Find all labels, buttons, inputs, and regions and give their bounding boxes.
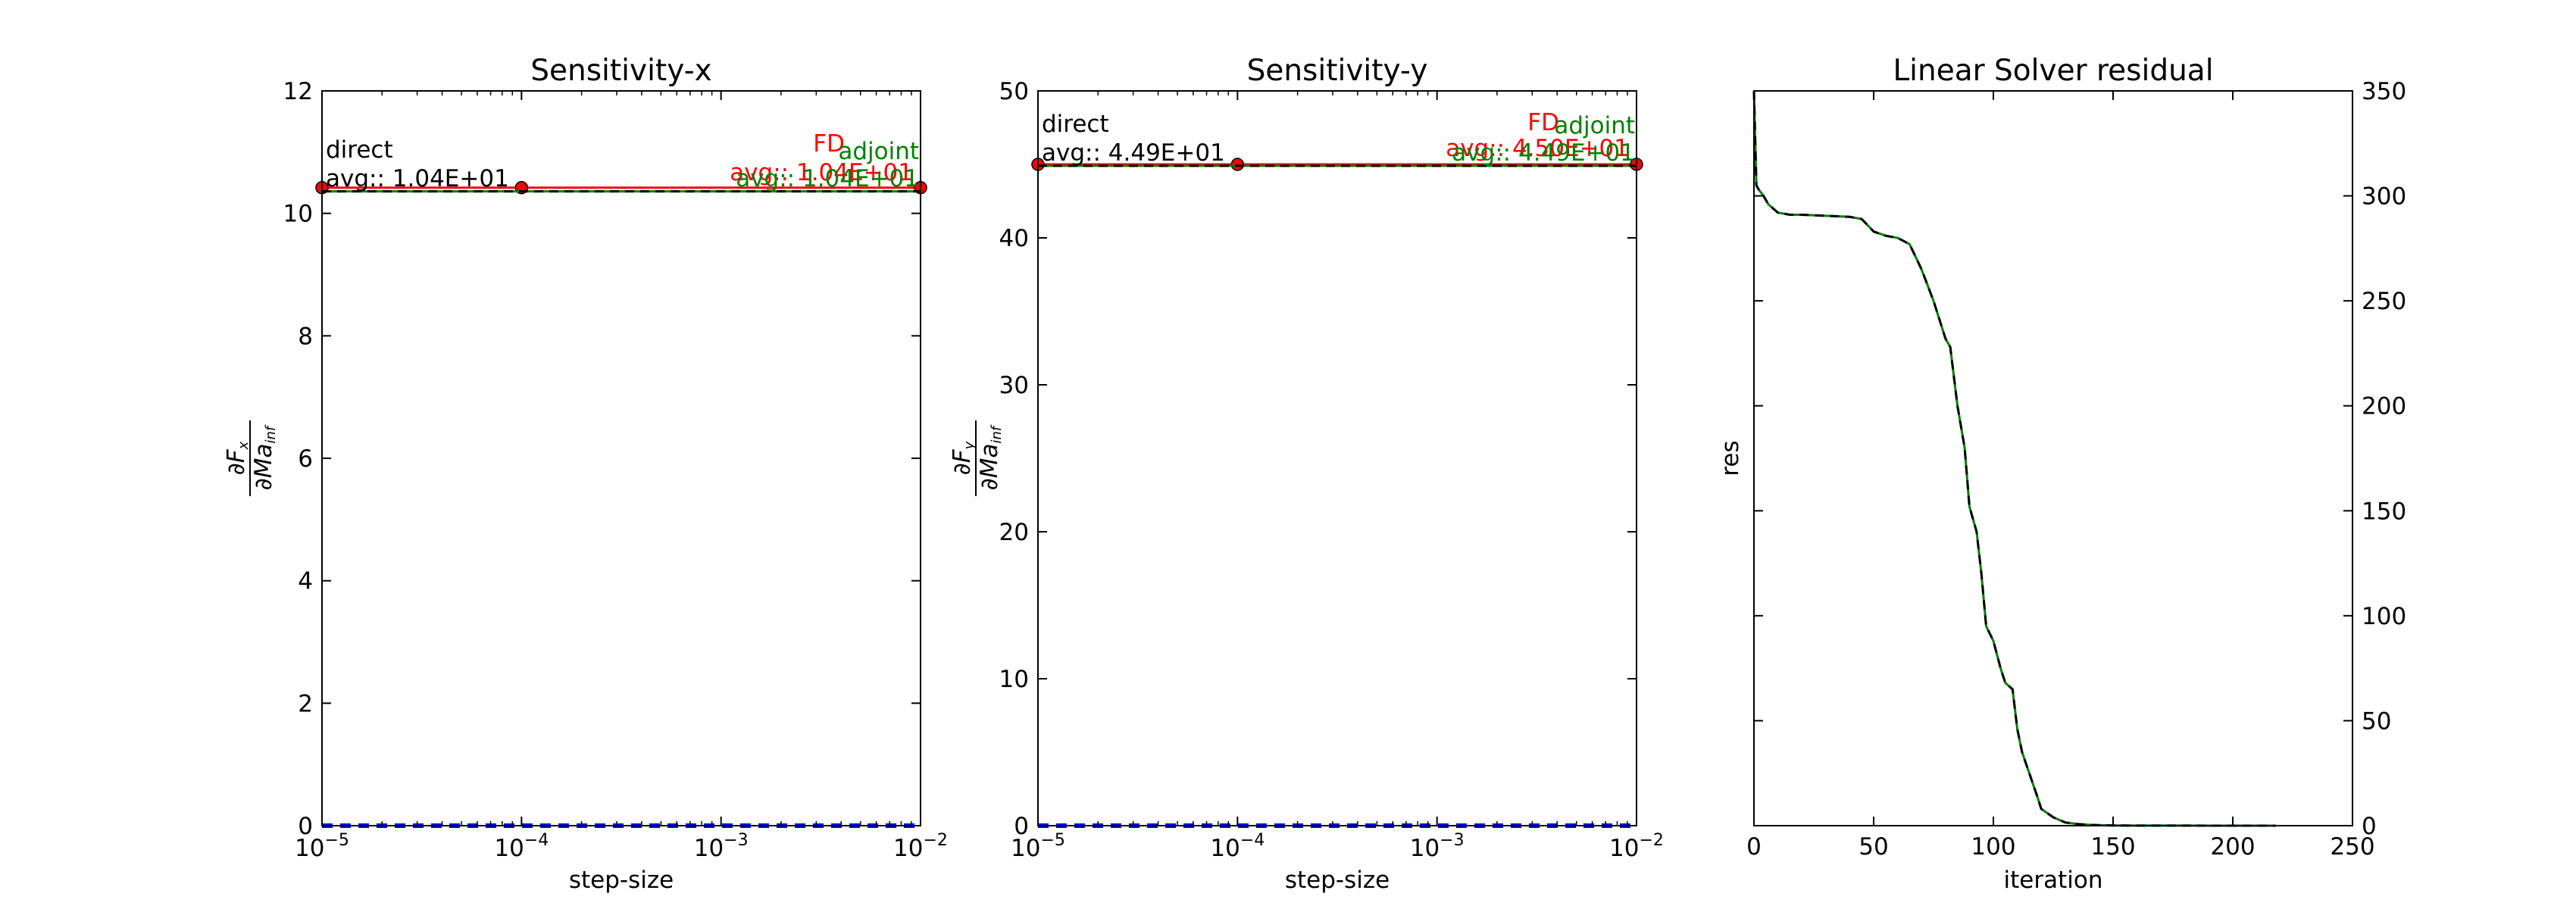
svg-text:∂Mainf: ∂Mainf — [250, 424, 279, 490]
x-tick-label: 10−5 — [295, 831, 349, 862]
axes-frame — [1037, 90, 1637, 826]
x-tick-label: 10−4 — [1210, 831, 1265, 862]
adjoint-label: adjoint — [1554, 112, 1635, 139]
x-tick-label: 250 — [2330, 833, 2374, 861]
y-tick-label: 200 — [2362, 393, 2406, 420]
x-tick-label: 10−4 — [494, 831, 549, 862]
adjoint-avg: avg:: 4.49E+01 — [1452, 139, 1635, 167]
y-tick-label: 250 — [2362, 288, 2406, 315]
y-tick-label: 50 — [999, 78, 1029, 105]
tick-layer: 0 50 100 150 200 250 300 350 0 50 100 150 200 250 — [1746, 78, 2406, 861]
y-tick-label: 150 — [2362, 498, 2406, 525]
plot-area — [1038, 91, 1637, 826]
x-tick-label: 150 — [2090, 833, 2135, 861]
series-layer — [1752, 90, 2276, 827]
svg-text:∂Fx: ∂Fx — [223, 441, 252, 475]
series-FD-marker — [1230, 158, 1245, 171]
svg-text:∂Mainf: ∂Mainf — [976, 424, 1005, 490]
y-tick-label: 300 — [2362, 183, 2406, 211]
chart-title: Sensitivity-x — [530, 54, 712, 88]
direct-avg: avg:: 4.49E+01 — [1042, 139, 1225, 167]
direct-label: direct — [326, 136, 393, 164]
x-tick-label: 10−2 — [1609, 831, 1664, 862]
x-tick-label: 50 — [1859, 833, 1888, 861]
y-tick-label: 8 — [298, 323, 313, 350]
x-tick-label: 10−3 — [1410, 831, 1465, 862]
y-tick-label: 6 — [298, 445, 313, 473]
y-tick-label: 30 — [999, 372, 1029, 399]
axes-frame — [1753, 90, 2353, 826]
adjoint-label: adjoint — [838, 138, 919, 165]
fd-avg: avg:: 4.50E+01 — [1446, 135, 1629, 162]
y-tick-label: 350 — [2362, 78, 2406, 105]
y-tick-label: 0 — [1014, 813, 1029, 840]
chart-title: Sensitivity-y — [1247, 54, 1428, 88]
y-axis-label: ∂Fx ∂Mainf — [223, 420, 279, 496]
y-tick-label: 40 — [999, 225, 1029, 252]
y-tick-label: 12 — [283, 78, 313, 105]
y-tick-label: 2 — [298, 690, 313, 717]
series-1-line — [1752, 90, 2276, 827]
x-axis-label: iteration — [2004, 867, 2103, 894]
x-tick-label: 10−3 — [694, 831, 749, 862]
y-tick-label: 0 — [298, 813, 313, 840]
panel-sensitivity-y: 0 10 20 30 40 50 10−5 10−4 10−3 10−2 Sensitivity-… — [949, 54, 1664, 894]
direct-avg: avg:: 1.04E+01 — [326, 165, 509, 192]
y-tick-label: 20 — [999, 519, 1029, 546]
adjoint-avg: avg:: 1.04E+01 — [736, 165, 919, 192]
y-tick-label: 10 — [283, 201, 313, 228]
y-tick-label: 50 — [2362, 708, 2391, 735]
fd-label: FD — [1527, 109, 1559, 136]
fd-avg: avg:: 1.04E+01 — [730, 159, 913, 186]
fd-label: FD — [813, 130, 845, 158]
x-axis-label: step-size — [1285, 867, 1390, 894]
plot-area — [1754, 91, 2352, 826]
chart-title: Linear Solver residual — [1893, 54, 2213, 88]
y-tick-label: 10 — [999, 666, 1029, 693]
svg-text:∂Fy: ∂Fy — [949, 441, 977, 475]
axes-frame — [321, 90, 921, 826]
direct-label: direct — [1042, 111, 1109, 138]
y-tick-label: 4 — [298, 568, 313, 595]
x-tick-label: 200 — [2210, 833, 2255, 861]
x-tick-label: 10−2 — [893, 831, 948, 862]
x-axis-label: step-size — [569, 867, 674, 894]
tick-layer: 0 2 4 6 8 10 12 10−5 10−4 10−3 10−2 — [283, 78, 948, 862]
tick-layer: 0 10 20 30 40 50 10−5 10−4 10−3 10−2 — [999, 78, 1664, 862]
y-tick-label: 100 — [2362, 603, 2406, 630]
x-tick-label: 0 — [1746, 833, 1762, 861]
x-tick-label: 10−5 — [1011, 831, 1065, 862]
plot-area — [322, 91, 921, 826]
y-tick-label: 0 — [2362, 813, 2377, 840]
panel-linear-solver-residual: 0 50 100 150 200 250 300 350 0 50 100 150 200 250 Lin… — [1717, 54, 2406, 894]
y-axis-label: res — [1717, 440, 1744, 476]
y-axis-label: ∂Fy ∂Mainf — [949, 420, 1005, 496]
x-tick-label: 100 — [1971, 833, 2015, 861]
